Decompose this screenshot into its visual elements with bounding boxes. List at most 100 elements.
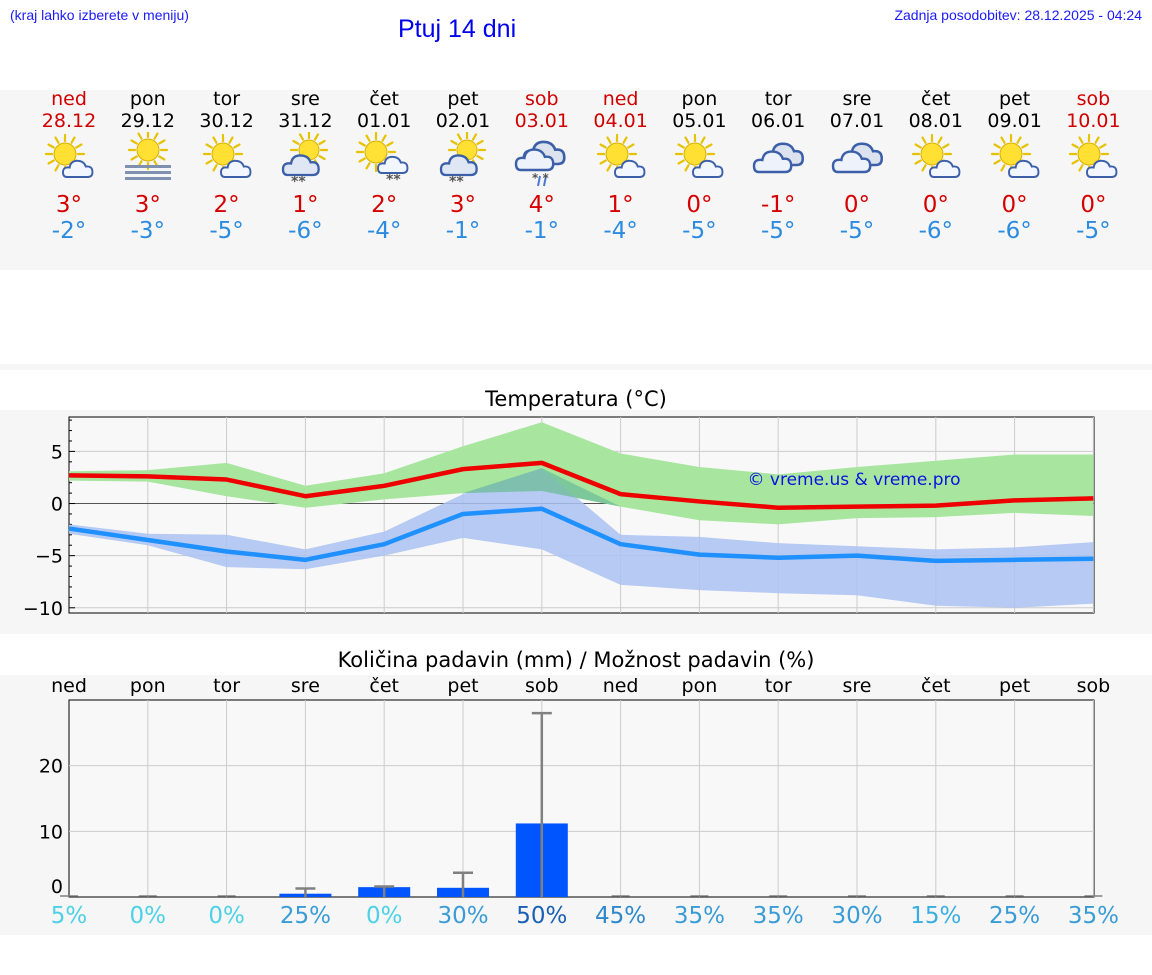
forecast-date: 09.01 xyxy=(987,110,1042,132)
forecast-min-temp: -1° xyxy=(445,218,481,244)
precip-weekday-label: sre xyxy=(291,675,320,697)
forecast-date: 30.12 xyxy=(199,110,254,132)
temperature-chart-title: Temperatura (°C) xyxy=(485,387,667,411)
temp-ytick-label: 5 xyxy=(51,441,63,463)
temp-line-min xyxy=(68,506,1094,564)
partly-sunny-icon xyxy=(593,132,649,188)
precip-weekday-label: tor xyxy=(765,675,792,697)
forecast-day-1: pon 29.12 3° -3° xyxy=(108,88,188,244)
partly-sunny-icon xyxy=(987,132,1043,188)
forecast-day-6: sob 03.01 * * 4° -1° xyxy=(502,88,582,244)
location-hint: (kraj lahko izberete v meniju) xyxy=(10,7,189,23)
precip-weekday-label: pon xyxy=(130,675,166,697)
precip-probability: 30% xyxy=(831,903,883,929)
svg-text:**: ** xyxy=(449,174,464,188)
forecast-max-temp: 0° xyxy=(1080,192,1107,218)
precip-probability: 0% xyxy=(208,903,245,929)
forecast-max-temp: 0° xyxy=(843,192,871,218)
forecast-date: 05.01 xyxy=(672,110,727,132)
forecast-min-temp: -2° xyxy=(51,218,87,244)
forecast-max-temp: 2° xyxy=(371,192,398,218)
precip-chart: ned pon tor sre čet pet sob ned pon tor sre čet pet s… xyxy=(39,675,1111,898)
forecast-min-temp: -5° xyxy=(682,218,717,244)
precip-weekday-label: ned xyxy=(51,675,87,697)
cloud-sun-snow-icon: ** xyxy=(435,132,491,188)
forecast-day-0: ned 28.12 3° -2° xyxy=(29,88,109,244)
forecast-min-temp: -4° xyxy=(603,218,638,244)
forecast-date: 02.01 xyxy=(435,110,491,132)
forecast-date: 10.01 xyxy=(1066,110,1121,132)
precip-ytick-label: 0 xyxy=(51,876,63,898)
precip-weekday-label: čet xyxy=(369,675,399,697)
forecast-weekday: pon xyxy=(681,88,718,110)
precip-probability: 45% xyxy=(595,903,647,929)
forecast-weekday: čet xyxy=(921,88,951,110)
page-title: Ptuj 14 dni xyxy=(398,15,517,43)
forecast-weekday: sre xyxy=(842,88,872,110)
forecast-min-temp: -6° xyxy=(918,218,954,244)
temperature-chart: 5 0 −5 −10 © vreme.us & vreme.pro xyxy=(23,416,1095,620)
precip-probability: 25% xyxy=(279,903,331,929)
precip-probability: 5% xyxy=(50,903,88,929)
forecast-min-temp: -1° xyxy=(524,218,560,244)
last-update: Zadnja posodobitev: 28.12.2025 - 04:24 xyxy=(894,7,1142,23)
precip-weekday-label: sob xyxy=(1077,675,1111,697)
forecast-day-8: pon 05.01 0° -5° xyxy=(659,88,739,244)
forecast-weekday: pet xyxy=(447,88,479,110)
forecast-max-temp: 3° xyxy=(55,192,83,218)
forecast-max-temp: 0° xyxy=(1001,192,1028,218)
forecast-min-temp: -5° xyxy=(839,218,875,244)
forecast-weekday: pon xyxy=(129,88,166,110)
temp-band-overlap xyxy=(69,468,1094,525)
precip-chart-title: Količina padavin (mm) / Možnost padavin … xyxy=(337,648,815,672)
forecast-day-13: sob 10.01 0° -5° xyxy=(1053,88,1133,244)
partly-sunny-icon xyxy=(199,132,255,188)
watermark: © vreme.us & vreme.pro xyxy=(747,470,960,490)
precip-ytick-label: 20 xyxy=(39,756,63,778)
forecast-day-5: pet 02.01 ** 3° -1° xyxy=(423,88,503,244)
partly-sunny-icon xyxy=(671,132,727,188)
forecast-max-temp: 4° xyxy=(528,192,555,218)
forecast-min-temp: -5° xyxy=(760,218,796,244)
precip-plot-area xyxy=(68,699,1095,898)
forecast-max-temp: 0° xyxy=(686,192,713,218)
temp-band-max-range xyxy=(69,422,1094,525)
temp-line-max xyxy=(68,460,1094,510)
forecast-max-temp: 0° xyxy=(922,192,949,218)
forecast-date: 03.01 xyxy=(514,110,569,132)
sun-fog-icon xyxy=(120,132,176,188)
sun-cloud-snow-icon: ** xyxy=(356,132,412,188)
forecast-weekday: sob xyxy=(1076,88,1111,110)
precip-probability: 30% xyxy=(437,903,489,929)
precip-weekday-label: tor xyxy=(213,675,240,697)
partly-sunny-icon xyxy=(41,132,97,188)
forecast-day-9: tor 06.01 -1° -5° xyxy=(738,88,818,244)
temp-ytick-label: −10 xyxy=(23,598,63,620)
forecast-band xyxy=(0,90,1152,270)
forecast-day-12: pet 09.01 0° -6° xyxy=(975,88,1055,244)
forecast-date: 29.12 xyxy=(120,110,175,132)
precip-weekday-label: pet xyxy=(999,675,1030,697)
cloudy-icon xyxy=(750,132,806,188)
forecast-max-temp: 1° xyxy=(292,192,319,218)
forecast-weekday: tor xyxy=(764,88,792,110)
forecast-day-3: sre 31.12 ** 1° -6° xyxy=(265,88,345,244)
separator xyxy=(0,364,1152,370)
precip-probability: 35% xyxy=(1067,903,1119,929)
precip-probability: 0% xyxy=(129,903,167,929)
temp-ytick-label: 0 xyxy=(51,494,63,516)
forecast-date: 28.12 xyxy=(41,110,97,132)
precip-probability: 15% xyxy=(910,903,962,929)
precip-weekday-label: čet xyxy=(921,675,951,697)
precip-probability: 50% xyxy=(516,903,568,929)
precip-weekday-label: pon xyxy=(682,675,718,697)
svg-text:**: ** xyxy=(386,172,401,188)
forecast-day-2: tor 30.12 2° -5° xyxy=(187,88,267,244)
precip-probability: 35% xyxy=(752,903,804,929)
forecast-max-temp: 3° xyxy=(134,192,161,218)
forecast-date: 31.12 xyxy=(278,110,333,132)
cloud-sun-snow-icon: ** xyxy=(277,132,333,188)
forecast-max-temp: -1° xyxy=(760,192,796,218)
svg-text:* *: * * xyxy=(532,171,549,185)
forecast-min-temp: -3° xyxy=(130,218,166,244)
